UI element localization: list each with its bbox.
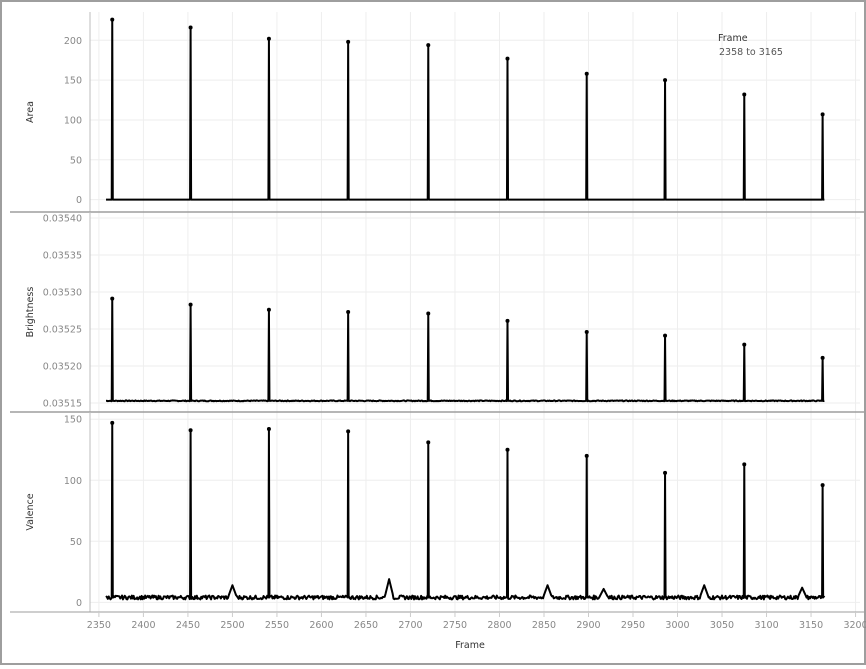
grid-layer xyxy=(90,12,860,612)
line-layer xyxy=(105,17,826,601)
filter-title: Frame xyxy=(718,33,748,44)
x-axis-title: Frame xyxy=(455,640,485,651)
x-tick-label: 3100 xyxy=(754,620,778,631)
x-tick-label: 2950 xyxy=(621,620,645,631)
y-axis-title: Brightness xyxy=(25,287,36,338)
spike-point[interactable] xyxy=(820,483,825,488)
x-tick-label: 2550 xyxy=(265,620,289,631)
y-tick-label: 50 xyxy=(70,537,82,548)
x-tick-label: 2450 xyxy=(176,620,200,631)
y-tick-label: 0.03525 xyxy=(43,325,82,336)
x-tick-label: 3150 xyxy=(799,620,823,631)
x-tick-label: 2750 xyxy=(443,620,467,631)
spike-point[interactable] xyxy=(742,342,747,347)
x-tick-label: 2700 xyxy=(398,620,422,631)
spike-point[interactable] xyxy=(426,43,431,48)
series-line-area xyxy=(105,18,825,201)
spike-point[interactable] xyxy=(505,56,510,61)
x-tick-label: 3200 xyxy=(843,620,866,631)
spike-point[interactable] xyxy=(426,440,431,445)
filter-legend[interactable]: Frame 2358 to 3165 xyxy=(718,33,783,58)
spike-point[interactable] xyxy=(266,426,271,431)
x-tick-label: 2350 xyxy=(87,620,111,631)
x-tick-label: 2600 xyxy=(309,620,333,631)
panel-layer: 0 50 100 150 200 Area 0.03515 0.03520 0.03525 0.0… xyxy=(10,12,864,613)
spike-point[interactable] xyxy=(584,71,589,76)
y-tick-label: 0.03515 xyxy=(43,399,82,410)
spike-point[interactable] xyxy=(820,112,825,117)
spike-point[interactable] xyxy=(742,92,747,97)
y-tick-label: 0.03520 xyxy=(43,362,82,373)
spike-point[interactable] xyxy=(188,25,193,30)
y-tick-label: 0 xyxy=(76,598,82,609)
spike-point[interactable] xyxy=(663,470,668,475)
y-tick-label: 0 xyxy=(76,195,82,206)
y-tick-label: 0.03535 xyxy=(43,251,82,262)
x-tick-label: 2500 xyxy=(220,620,244,631)
y-axis-title: Area xyxy=(25,101,36,123)
spike-point[interactable] xyxy=(266,307,271,312)
y-tick-label: 100 xyxy=(64,476,82,487)
spike-point[interactable] xyxy=(188,428,193,433)
spike-point[interactable] xyxy=(584,453,589,458)
x-tick-label: 2850 xyxy=(532,620,556,631)
y-tick-label: 0.03540 xyxy=(43,214,82,225)
y-tick-label: 100 xyxy=(64,115,82,126)
x-tick-label: 3050 xyxy=(710,620,734,631)
spike-point[interactable] xyxy=(505,447,510,452)
spike-point[interactable] xyxy=(663,78,668,83)
y-tick-label: 150 xyxy=(64,76,82,87)
y-axis-title: Valence xyxy=(25,493,36,530)
spike-point[interactable] xyxy=(584,329,589,334)
spike-point[interactable] xyxy=(663,333,668,338)
spike-point[interactable] xyxy=(426,311,431,316)
x-axis: 2350 2400 2450 2500 2550 2600 2650 2700 2750 2800… xyxy=(87,612,866,631)
series-line-valence xyxy=(105,421,826,601)
spike-point[interactable] xyxy=(110,17,115,22)
spike-point[interactable] xyxy=(346,39,351,44)
x-tick-label: 2900 xyxy=(576,620,600,631)
spike-point[interactable] xyxy=(346,310,351,314)
spike-point[interactable] xyxy=(188,302,193,307)
y-tick-label: 0.03530 xyxy=(43,288,82,299)
spike-point[interactable] xyxy=(110,296,115,301)
spike-point[interactable] xyxy=(346,429,351,434)
filter-range: 2358 to 3165 xyxy=(719,47,783,58)
x-tick-label: 2400 xyxy=(131,620,155,631)
x-tick-label: 2650 xyxy=(354,620,378,631)
y-tick-label: 200 xyxy=(64,36,82,47)
x-tick-label: 3000 xyxy=(665,620,689,631)
x-tick-label: 2800 xyxy=(487,620,511,631)
y-tick-label: 50 xyxy=(70,155,82,166)
spike-point[interactable] xyxy=(820,355,825,360)
y-tick-label: 150 xyxy=(64,415,82,426)
spike-point[interactable] xyxy=(110,420,115,425)
spike-point[interactable] xyxy=(266,36,271,41)
spike-point[interactable] xyxy=(505,318,510,323)
series-line-brightness xyxy=(105,297,825,403)
spike-point[interactable] xyxy=(742,462,747,467)
